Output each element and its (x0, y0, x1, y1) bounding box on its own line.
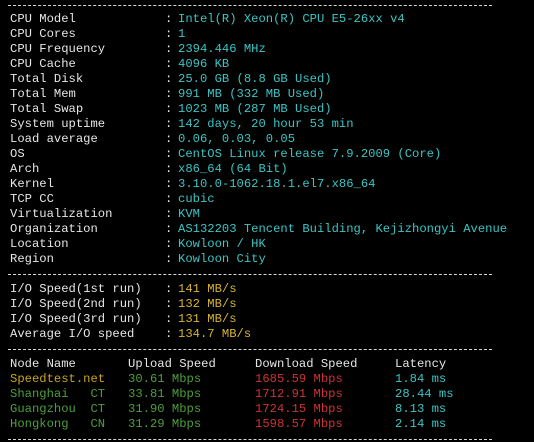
info-value: CentOS Linux release 7.9.2009 (Core) (178, 147, 442, 161)
info-label: Location (10, 237, 69, 251)
separator: : (165, 252, 173, 266)
info-label: Total Disk (10, 72, 84, 86)
table-header: Download Speed (255, 357, 358, 371)
io-value: 134.7 MB/s (178, 327, 252, 341)
separator: : (165, 162, 173, 176)
latency: 1.84 ms (395, 372, 447, 386)
separator: : (165, 27, 173, 41)
separator: : (165, 42, 173, 56)
info-value: Intel(R) Xeon(R) CPU E5-26xx v4 (178, 12, 405, 26)
io-value: 131 MB/s (178, 312, 237, 326)
info-value: KVM (178, 207, 200, 221)
info-value: 0.06, 0.03, 0.05 (178, 132, 296, 146)
node-name: Speedtest.net (10, 372, 106, 386)
io-label: I/O Speed(2nd run) (10, 297, 142, 311)
info-label: Total Mem (10, 87, 76, 101)
separator: : (165, 87, 173, 101)
info-label: CPU Frequency (10, 42, 106, 56)
info-value: Kowloon / HK (178, 237, 266, 251)
io-label: I/O Speed(1st run) (10, 282, 142, 296)
info-value: 25.0 GB (8.8 GB Used) (178, 72, 332, 86)
node-name: Shanghai CT (10, 387, 106, 401)
separator: : (165, 222, 173, 236)
separator: : (165, 72, 173, 86)
separator: : (165, 237, 173, 251)
info-label: CPU Cores (10, 27, 76, 41)
upload-speed: 33.81 Mbps (128, 387, 202, 401)
upload-speed: 31.90 Mbps (128, 402, 202, 416)
info-label: Organization (10, 222, 98, 236)
latency: 2.14 ms (395, 417, 447, 431)
divider (8, 5, 492, 6)
separator: : (165, 12, 173, 26)
separator: : (165, 207, 173, 221)
separator: : (165, 147, 173, 161)
info-label: Arch (10, 162, 40, 176)
info-label: TCP CC (10, 192, 54, 206)
download-speed: 1685.59 Mbps (255, 372, 343, 386)
separator: : (165, 177, 173, 191)
download-speed: 1712.91 Mbps (255, 387, 343, 401)
info-value: cubic (178, 192, 215, 206)
info-value: 2394.446 MHz (178, 42, 266, 56)
node-name: Guangzhou CT (10, 402, 106, 416)
node-name: Hongkong CN (10, 417, 106, 431)
info-value: 1 (178, 27, 186, 41)
info-label: OS (10, 147, 25, 161)
info-value: 142 days, 20 hour 53 min (178, 117, 354, 131)
separator: : (165, 57, 173, 71)
info-value: AS132203 Tencent Building, Kejizhongyi A… (178, 222, 508, 236)
separator: : (165, 117, 173, 131)
info-value: 991 MB (332 MB Used) (178, 87, 325, 101)
divider (8, 439, 492, 440)
info-value: 4096 KB (178, 57, 230, 71)
info-value: Kowloon City (178, 252, 266, 266)
latency: 28.44 ms (395, 387, 454, 401)
separator: : (165, 132, 173, 146)
table-header: Latency (395, 357, 447, 371)
info-value: 3.10.0-1062.18.1.el7.x86_64 (178, 177, 376, 191)
upload-speed: 31.29 Mbps (128, 417, 202, 431)
separator: : (165, 102, 173, 116)
separator: : (165, 327, 173, 341)
separator: : (165, 312, 173, 326)
separator: : (165, 282, 173, 296)
table-header: Upload Speed (128, 357, 216, 371)
download-speed: 1724.15 Mbps (255, 402, 343, 416)
separator: : (165, 192, 173, 206)
info-value: x86_64 (64 Bit) (178, 162, 288, 176)
info-label: System uptime (10, 117, 106, 131)
download-speed: 1598.57 Mbps (255, 417, 343, 431)
upload-speed: 30.61 Mbps (128, 372, 202, 386)
latency: 8.13 ms (395, 402, 447, 416)
io-label: Average I/O speed (10, 327, 135, 341)
io-value: 132 MB/s (178, 297, 237, 311)
info-label: CPU Cache (10, 57, 76, 71)
info-label: Region (10, 252, 54, 266)
io-label: I/O Speed(3rd run) (10, 312, 142, 326)
divider (8, 274, 492, 275)
table-header: Node Name (10, 357, 76, 371)
info-label: Load average (10, 132, 98, 146)
info-label: Total Swap (10, 102, 84, 116)
info-label: Kernel (10, 177, 54, 191)
info-label: Virtualization (10, 207, 113, 221)
separator: : (165, 297, 173, 311)
info-value: 1023 MB (287 MB Used) (178, 102, 332, 116)
io-value: 141 MB/s (178, 282, 237, 296)
divider (8, 349, 492, 350)
info-label: CPU Model (10, 12, 76, 26)
